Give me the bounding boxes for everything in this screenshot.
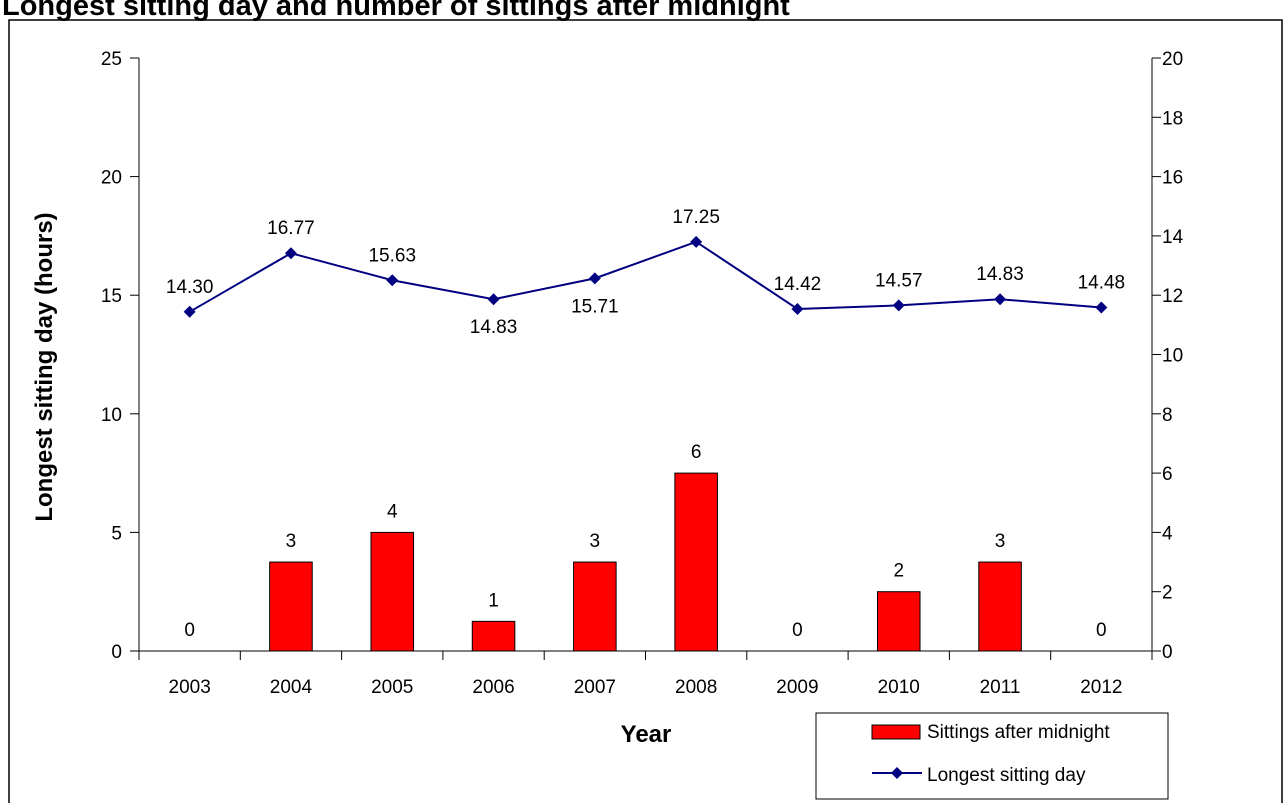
right-tick-label: 8: [1162, 405, 1173, 426]
line-value-label: 14.83: [470, 317, 518, 338]
line-point-marker: [791, 302, 804, 315]
line-value-label: 14.83: [976, 264, 1024, 285]
bar: [471, 620, 516, 652]
line-point-marker: [183, 305, 196, 318]
right-tick-label: 20: [1162, 49, 1183, 70]
chart-title: Longest sitting day and number of sittin…: [2, 0, 790, 22]
line-point-marker: [588, 272, 601, 285]
left-tick-label: 0: [111, 642, 122, 663]
bar: [674, 472, 718, 652]
bar-value-label: 2: [893, 561, 904, 582]
left-axis-ticks: 0 5 10 15 20 25: [101, 49, 139, 663]
line-point-marker: [487, 293, 500, 306]
line-value-label: 17.25: [672, 207, 720, 228]
bar-value-label: 4: [387, 501, 398, 522]
line-value-label: 14.57: [875, 270, 923, 291]
bar: [978, 561, 1022, 652]
bar-data-labels: 0 3 4 1 3 6 0 2 3 0: [184, 442, 1106, 641]
legend-line-marker: [891, 767, 903, 779]
legend-line-label: Longest sitting day: [927, 765, 1086, 786]
chart-area-border: [8, 19, 1283, 803]
bar-value-label: 0: [1096, 620, 1107, 641]
legend-bar-swatch: [871, 724, 921, 740]
line-value-label: 15.63: [368, 245, 416, 266]
right-axis-ticks: 0 2 4 6 8 10 12 14 16 18 20: [1152, 49, 1184, 663]
left-tick-label: 10: [101, 405, 122, 426]
bar-value-label: 3: [995, 531, 1006, 552]
plot-area: [139, 58, 1152, 651]
line-point-marker: [994, 293, 1007, 306]
line-point-marker: [284, 247, 297, 260]
right-tick-label: 16: [1162, 168, 1183, 189]
left-tick-label: 25: [101, 49, 122, 70]
right-tick-label: 0: [1162, 642, 1173, 663]
x-tick-label: 2012: [1080, 677, 1122, 698]
left-tick-label: 15: [101, 286, 122, 307]
line-value-label: 14.30: [166, 277, 214, 298]
right-tick-label: 18: [1162, 108, 1183, 129]
x-tick-label: 2007: [574, 677, 616, 698]
bar-value-label: 0: [792, 620, 803, 641]
line-point-marker: [386, 274, 399, 287]
bar-value-label: 1: [488, 590, 499, 611]
line-value-label: 16.77: [267, 218, 315, 239]
bar: [573, 561, 617, 652]
left-tick-label: 5: [111, 523, 122, 544]
bar-value-label: 6: [691, 442, 702, 463]
y-axis-title: Longest sitting day (hours): [31, 212, 58, 521]
bar: [876, 591, 921, 652]
legend: Sittings after midnight Longest sitting …: [815, 712, 1169, 800]
left-tick-label: 20: [101, 168, 122, 189]
line-data-labels: 14.30 16.77 15.63 14.83 15.71 17.25 14.42 14.57…: [166, 207, 1125, 338]
series-line: [189, 240, 1102, 313]
bar: [370, 531, 415, 652]
x-tick-label: 2005: [371, 677, 413, 698]
x-axis-ticks: 2003 2004 2005 2006 2007 2008 2009 2010 2011 2012: [138, 651, 1153, 698]
bar: [269, 561, 313, 652]
line-point-marker: [892, 299, 905, 312]
right-tick-label: 2: [1162, 583, 1173, 604]
x-axis-title: Year: [621, 721, 672, 748]
right-tick-label: 10: [1162, 346, 1183, 367]
line-value-label: 14.42: [774, 274, 822, 295]
legend-bar-label: Sittings after midnight: [927, 722, 1110, 743]
line-series: [183, 235, 1108, 318]
bar-value-label: 3: [590, 531, 601, 552]
right-tick-label: 6: [1162, 464, 1173, 485]
x-tick-label: 2004: [270, 677, 313, 698]
line-value-label: 14.48: [1078, 273, 1126, 294]
x-tick-label: 2008: [675, 677, 717, 698]
x-tick-label: 2003: [169, 677, 211, 698]
line-point-marker: [1095, 301, 1108, 314]
bar-value-label: 3: [286, 531, 297, 552]
line-point-marker: [690, 235, 703, 248]
x-tick-label: 2011: [980, 677, 1021, 698]
x-tick-label: 2010: [878, 677, 920, 698]
right-tick-label: 14: [1162, 227, 1184, 248]
line-value-label: 15.71: [571, 296, 619, 317]
x-tick-label: 2006: [472, 677, 514, 698]
right-tick-label: 12: [1162, 286, 1183, 307]
bar-value-label: 0: [184, 620, 195, 641]
right-tick-label: 4: [1162, 523, 1173, 544]
bar-series: [269, 472, 1022, 652]
x-tick-label: 2009: [776, 677, 818, 698]
